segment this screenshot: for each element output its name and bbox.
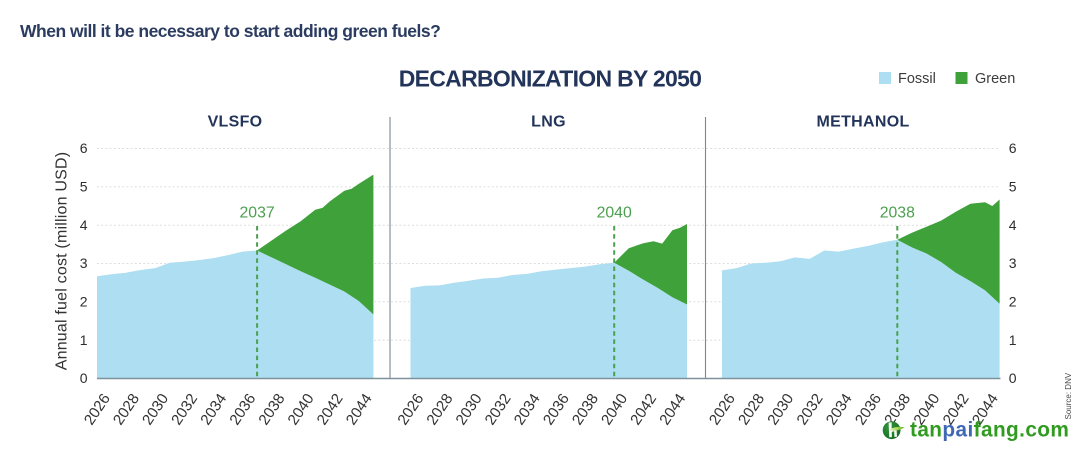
svg-text:6: 6 (1009, 140, 1017, 156)
svg-text:DECARBONIZATION BY 2050: DECARBONIZATION BY 2050 (399, 66, 702, 92)
svg-text:2038: 2038 (880, 204, 915, 221)
svg-text:4: 4 (80, 217, 88, 233)
svg-text:LNG: LNG (531, 114, 566, 131)
svg-text:1: 1 (80, 332, 88, 348)
svg-text:Fossil: Fossil (898, 71, 936, 87)
svg-text:Annual fuel cost (million USD): Annual fuel cost (million USD) (54, 152, 71, 371)
svg-text:6: 6 (80, 140, 88, 156)
svg-text:5: 5 (1009, 179, 1017, 195)
svg-text:4: 4 (1009, 217, 1017, 233)
svg-text:2: 2 (1009, 294, 1017, 310)
svg-text:Green: Green (975, 71, 1015, 87)
svg-text:2037: 2037 (240, 204, 275, 221)
svg-text:Source: DNV: Source: DNV (1064, 372, 1073, 419)
svg-text:1: 1 (1009, 332, 1017, 348)
svg-text:METHANOL: METHANOL (816, 114, 909, 131)
svg-text:2: 2 (80, 294, 88, 310)
svg-text:3: 3 (1009, 255, 1017, 271)
svg-text:2040: 2040 (597, 204, 632, 221)
svg-text:tanpaifang.com: tanpaifang.com (910, 419, 1069, 442)
svg-text:When will it be necessary to s: When will it be necessary to start addin… (20, 21, 440, 41)
svg-text:3: 3 (80, 255, 88, 271)
svg-text:VLSFO: VLSFO (208, 114, 263, 131)
svg-text:5: 5 (80, 179, 88, 195)
svg-text:0: 0 (80, 370, 88, 386)
svg-text:0: 0 (1009, 370, 1017, 386)
